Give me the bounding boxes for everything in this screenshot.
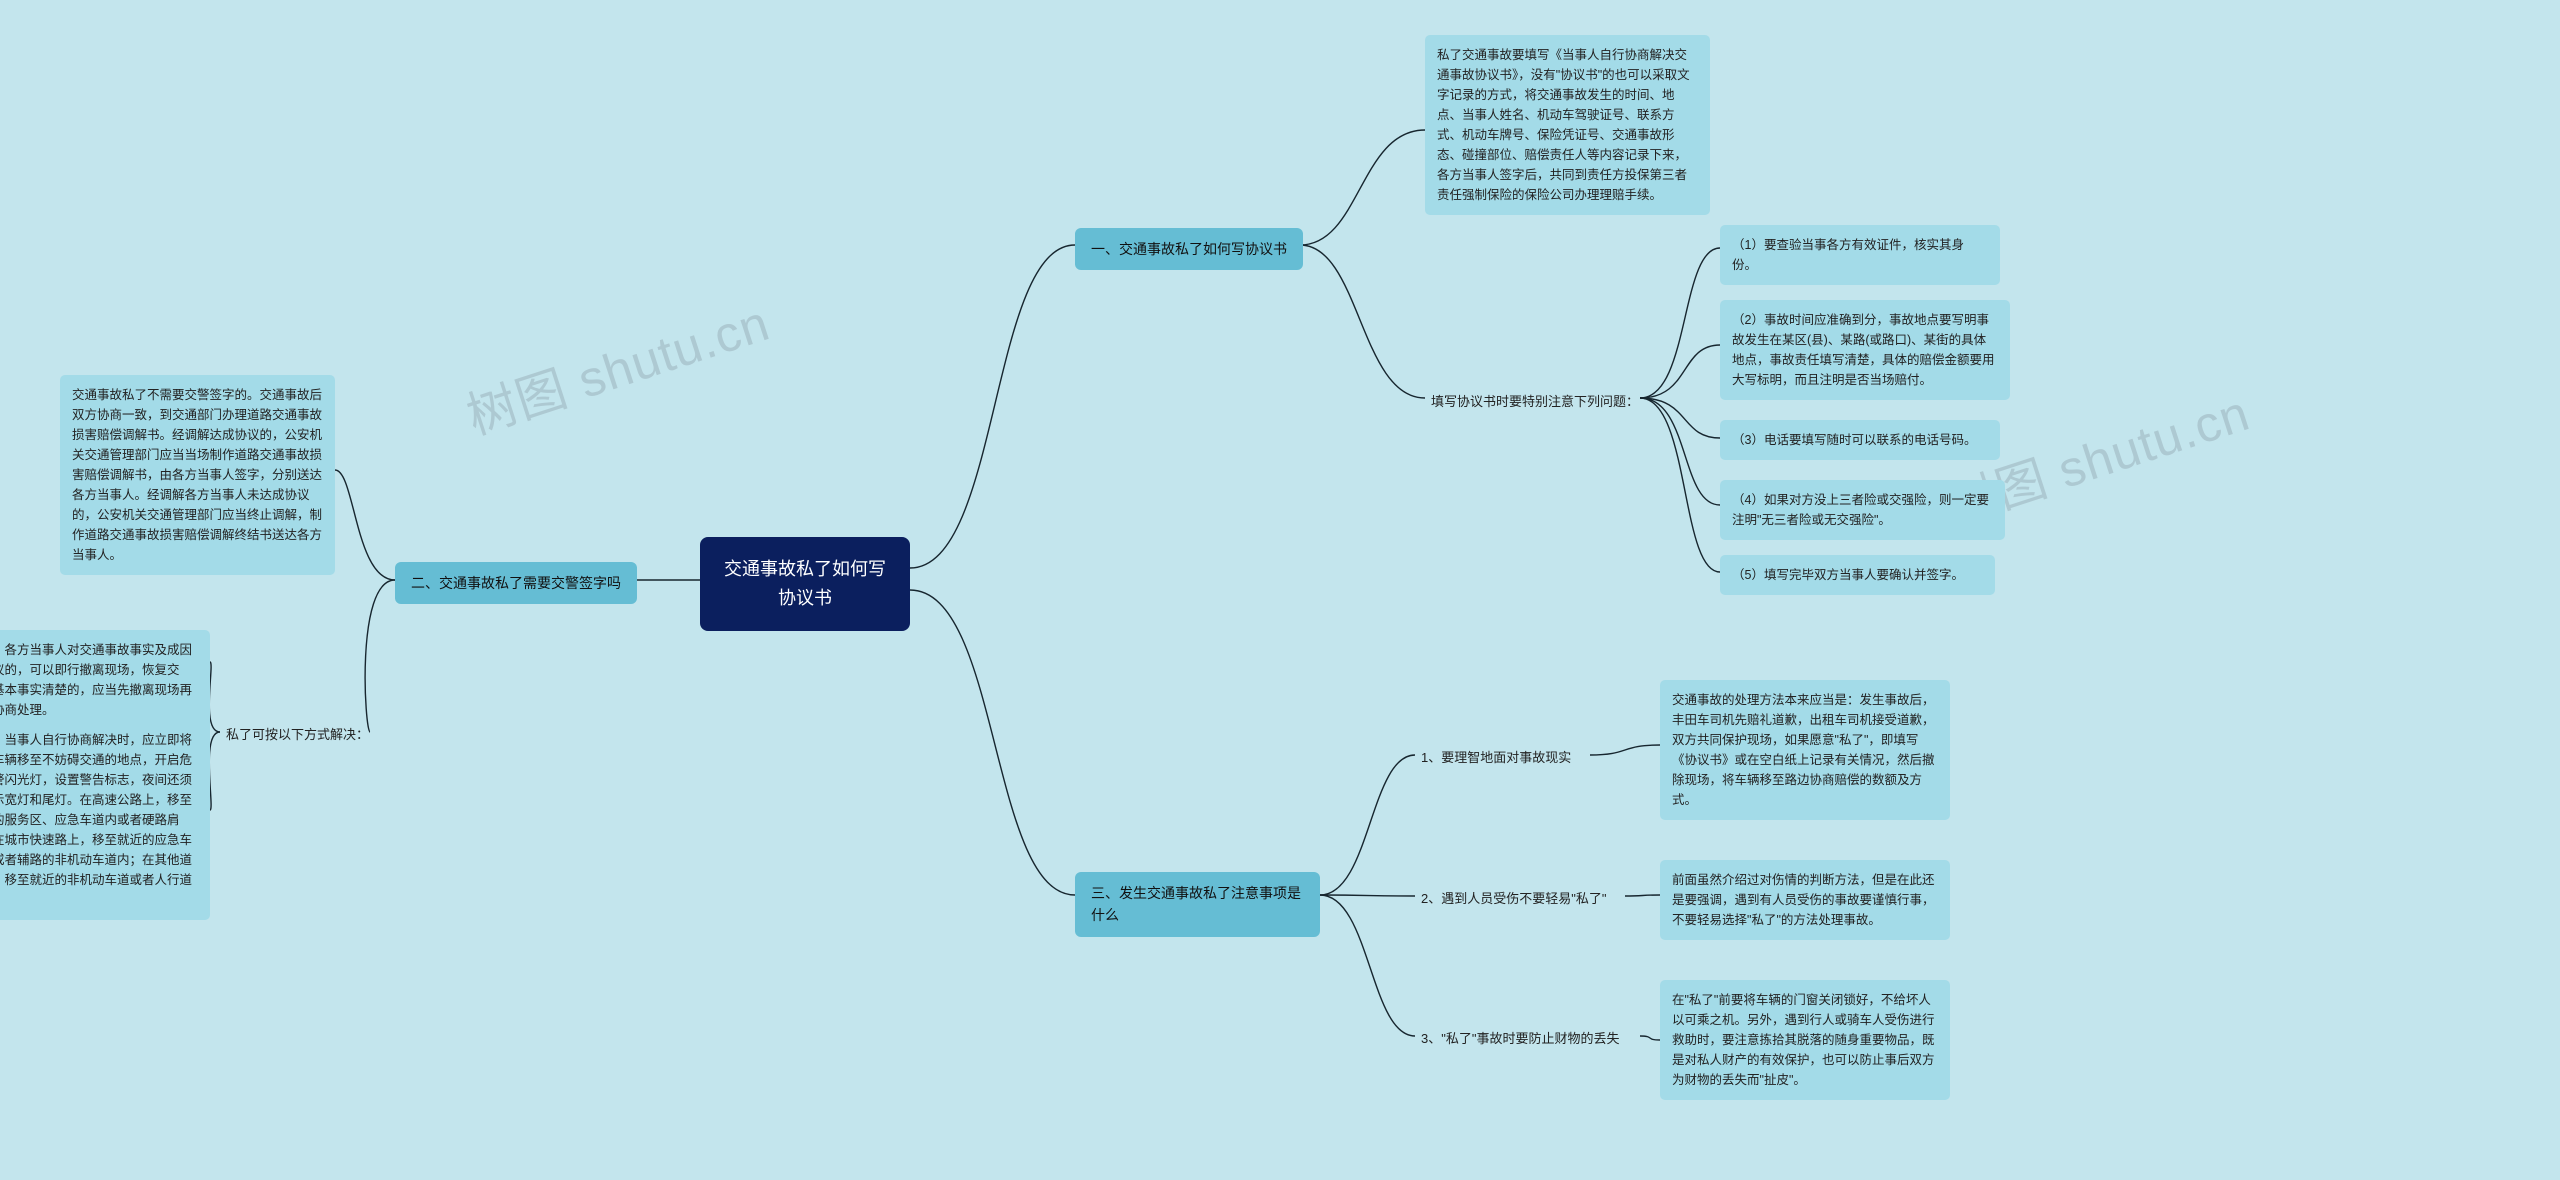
branch-3: 三、发生交通事故私了注意事项是什么 xyxy=(1075,872,1320,937)
branch-3-leaf-2: 前面虽然介绍过对伤情的判断方法，但是在此还是要强调，遇到有人员受伤的事故要谨慎行… xyxy=(1660,860,1950,940)
branch-1-sub-3: （3）电话要填写随时可以联系的电话号码。 xyxy=(1720,420,2000,460)
branch-3-leaf-1: 交通事故的处理方法本来应当是：发生事故后，丰田车司机先赔礼道歉，出租车司机接受道… xyxy=(1660,680,1950,820)
center-node: 交通事故私了如何写协议书 xyxy=(700,537,910,631)
branch-2-sub-1: （一）各方当事人对交通事故事实及成因无争议的，可以即行撤离现场，恢复交通；基本事… xyxy=(0,630,210,730)
branch-1-sub-5: （5）填写完毕双方当事人要确认并签字。 xyxy=(1720,555,1995,595)
branch-1-sub-2: （2）事故时间应准确到分，事故地点要写明事故发生在某区(县)、某路(或路口)、某… xyxy=(1720,300,2010,400)
branch-2-plain: 私了可按以下方式解决： xyxy=(220,721,375,750)
watermark: 树图 shutu.cn xyxy=(457,283,778,448)
branch-2: 二、交通事故私了需要交警签字吗 xyxy=(395,562,637,604)
branch-1-sub-1: （1）要查验当事各方有效证件，核实其身份。 xyxy=(1720,225,2000,285)
branch-2-sub-2: （二）当事人自行协商解决时，应立即将事故车辆移至不妨碍交通的地点，开启危险报警闪… xyxy=(0,720,210,920)
branch-2-leaf-1: 交通事故私了不需要交警签字的。交通事故后双方协商一致，到交通部门办理道路交通事故… xyxy=(60,375,335,575)
branch-1-sub-4: （4）如果对方没上三者险或交强险，则一定要注明"无三者险或无交强险"。 xyxy=(1720,480,2005,540)
branch-3-plain-1: 1、要理智地面对事故现实 xyxy=(1415,744,1577,773)
branch-1-plain: 填写协议书时要特别注意下列问题： xyxy=(1425,388,1645,417)
branch-3-plain-2: 2、遇到人员受伤不要轻易"私了" xyxy=(1415,885,1612,914)
branch-3-leaf-3: 在"私了"前要将车辆的门窗关闭锁好，不给坏人以可乘之机。另外，遇到行人或骑车人受… xyxy=(1660,980,1950,1100)
branch-3-plain-3: 3、"私了"事故时要防止财物的丢失 xyxy=(1415,1025,1625,1054)
branch-1-leaf-1: 私了交通事故要填写《当事人自行协商解决交通事故协议书》，没有"协议书"的也可以采… xyxy=(1425,35,1710,215)
connector-layer xyxy=(0,0,2560,1180)
branch-1: 一、交通事故私了如何写协议书 xyxy=(1075,228,1303,270)
